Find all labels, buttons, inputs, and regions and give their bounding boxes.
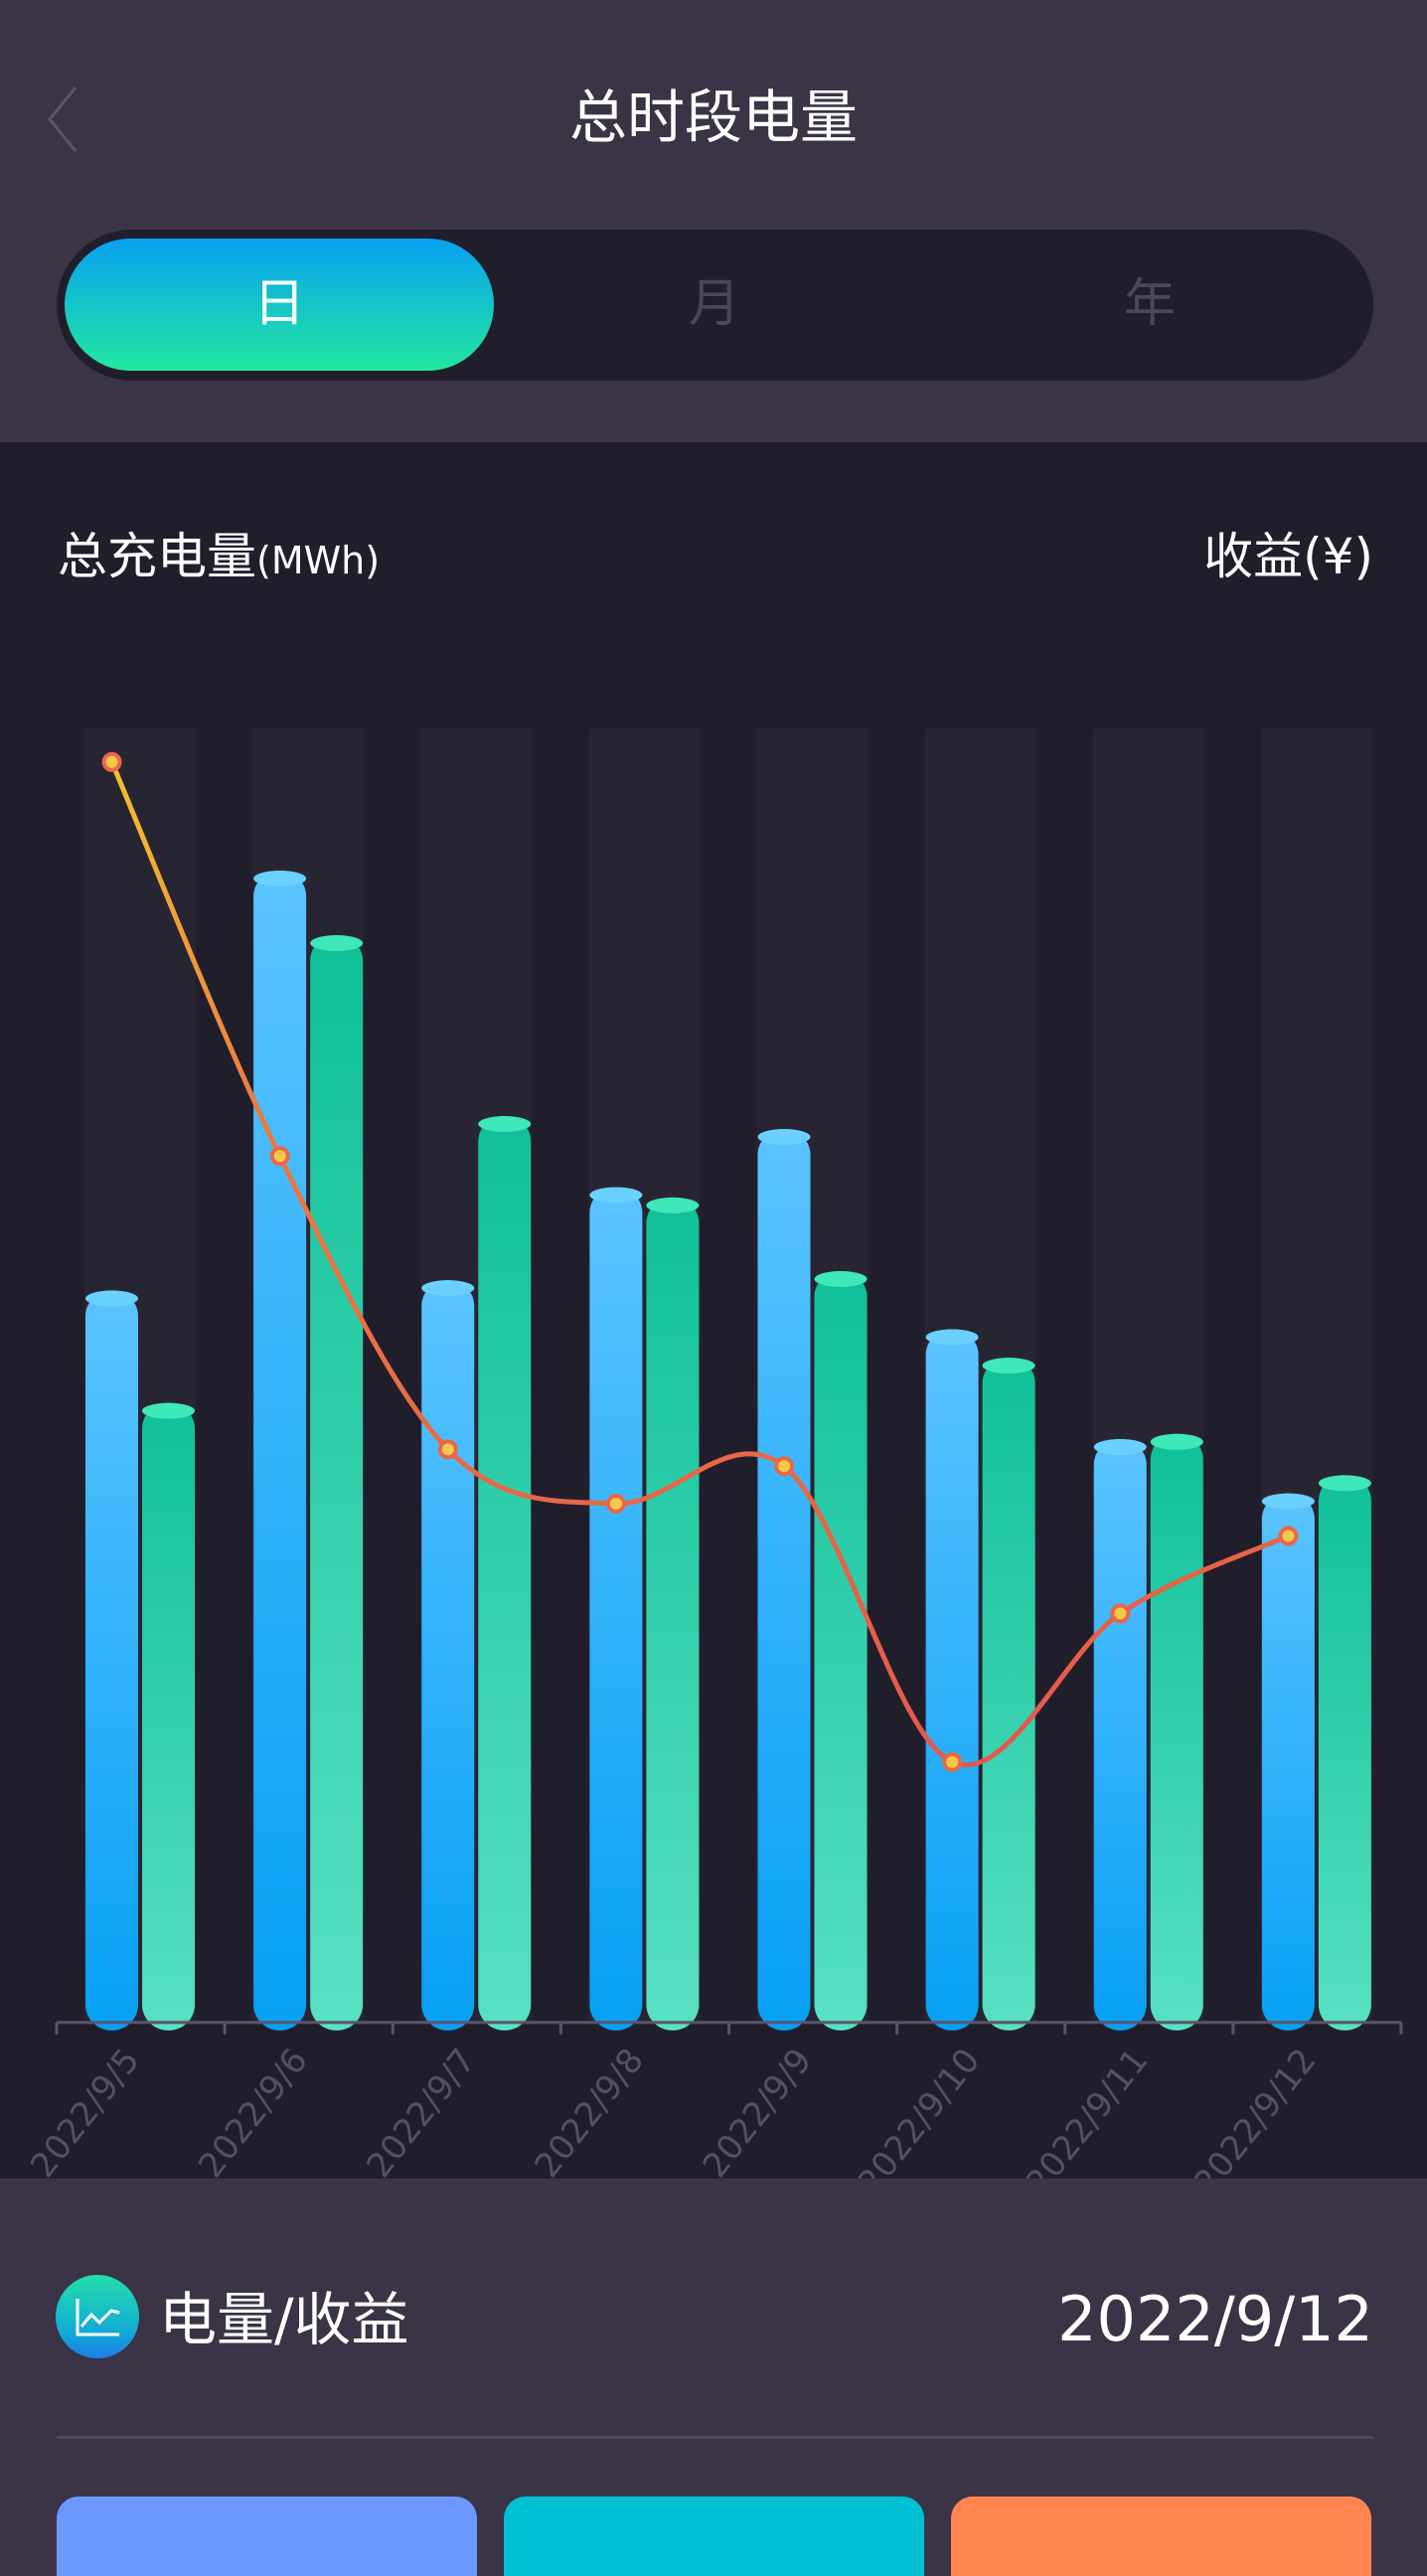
bar-cap bbox=[421, 1280, 475, 1297]
summary-title: 电量/收益 bbox=[159, 2286, 409, 2353]
revenue-point[interactable] bbox=[437, 1439, 458, 1460]
bar-cap bbox=[757, 1129, 811, 1145]
revenue-point[interactable] bbox=[942, 1752, 963, 1772]
left-axis-unit: (MWh) bbox=[256, 539, 381, 582]
summary-section bbox=[0, 2178, 1427, 2540]
stat-card-2[interactable] bbox=[504, 2496, 924, 2576]
bar-series2[interactable] bbox=[1318, 1475, 1371, 2030]
bar-series1[interactable] bbox=[85, 1290, 138, 2031]
bar-cap bbox=[1261, 1493, 1315, 1510]
period-segmented-control: 日 月 年 bbox=[57, 230, 1373, 381]
bar-cap bbox=[1150, 1433, 1203, 1450]
bar-cap bbox=[310, 935, 364, 951]
revenue-point[interactable] bbox=[1110, 1603, 1131, 1624]
x-tick-label: 2022/9/11 bbox=[1019, 2041, 1157, 2178]
revenue-point[interactable] bbox=[1278, 1526, 1299, 1546]
bar-cap bbox=[1093, 1439, 1147, 1455]
bar-cap bbox=[142, 1402, 195, 1419]
right-axis-title: 收益(¥) bbox=[1203, 528, 1373, 585]
tab-month[interactable]: 月 bbox=[688, 274, 740, 334]
bar-cap bbox=[982, 1358, 1035, 1374]
bar-series2[interactable] bbox=[478, 1116, 532, 2030]
bar-series1[interactable] bbox=[1093, 1439, 1147, 2030]
bar-series2[interactable] bbox=[814, 1271, 868, 2030]
x-tick-label: 2022/9/10 bbox=[850, 2041, 988, 2178]
x-tick-label: 2022/9/5 bbox=[23, 2041, 148, 2178]
bar-cap bbox=[646, 1197, 700, 1213]
x-tick-label: 2022/9/12 bbox=[1187, 2041, 1325, 2178]
bar-cap bbox=[925, 1329, 979, 1346]
bar-series2[interactable] bbox=[310, 935, 364, 2030]
x-tick-label: 2022/9/7 bbox=[359, 2041, 484, 2178]
stat-card-3[interactable] bbox=[951, 2496, 1371, 2576]
bar-cap bbox=[814, 1271, 868, 1287]
bar-cap bbox=[478, 1116, 532, 1132]
x-tick-label: 2022/9/6 bbox=[191, 2041, 316, 2178]
revenue-point[interactable] bbox=[269, 1146, 290, 1167]
bar-cap bbox=[253, 871, 307, 886]
bar-series1[interactable] bbox=[253, 871, 307, 2030]
bar-series1[interactable] bbox=[421, 1280, 475, 2030]
bar-cap bbox=[1318, 1475, 1371, 1492]
bar-series1[interactable] bbox=[589, 1187, 643, 2031]
revenue-point[interactable] bbox=[101, 751, 122, 772]
line-chart-icon bbox=[56, 2275, 139, 2358]
left-axis-label: 总充电量 bbox=[58, 528, 256, 585]
bar-series2[interactable] bbox=[982, 1358, 1035, 2030]
x-tick-label: 2022/9/8 bbox=[527, 2041, 652, 2178]
x-tick-label: 2022/9/9 bbox=[696, 2041, 821, 2178]
chevron-left-icon[interactable] bbox=[40, 80, 89, 159]
bar-series1[interactable] bbox=[757, 1129, 811, 2030]
divider bbox=[57, 2436, 1373, 2439]
selected-date[interactable]: 2022/9/12 bbox=[1057, 2283, 1373, 2355]
header: 总时段电量 日 月 年 bbox=[0, 0, 1427, 442]
revenue-point[interactable] bbox=[605, 1494, 626, 1514]
revenue-point[interactable] bbox=[774, 1456, 795, 1477]
bar-series2[interactable] bbox=[142, 1402, 195, 2030]
stat-card-1[interactable] bbox=[57, 2496, 477, 2576]
bar-series1[interactable] bbox=[925, 1329, 979, 2031]
tab-year[interactable]: 年 bbox=[1123, 274, 1176, 334]
bar-series2[interactable] bbox=[646, 1197, 700, 2030]
bar-cap bbox=[589, 1187, 643, 1204]
bar-cap bbox=[85, 1290, 138, 1307]
bar-series1[interactable] bbox=[1261, 1493, 1315, 2030]
tab-day[interactable]: 日 bbox=[65, 239, 494, 371]
page-title: 总时段电量 bbox=[568, 83, 858, 151]
bar-series2[interactable] bbox=[1150, 1433, 1203, 2030]
left-axis-title: 总充电量(MWh) bbox=[58, 522, 380, 595]
bar-line-chart: 2022/9/5 2022/9/6 2022/9/7 2022/9/8 2022/9/9… bbox=[23, 751, 1403, 2178]
